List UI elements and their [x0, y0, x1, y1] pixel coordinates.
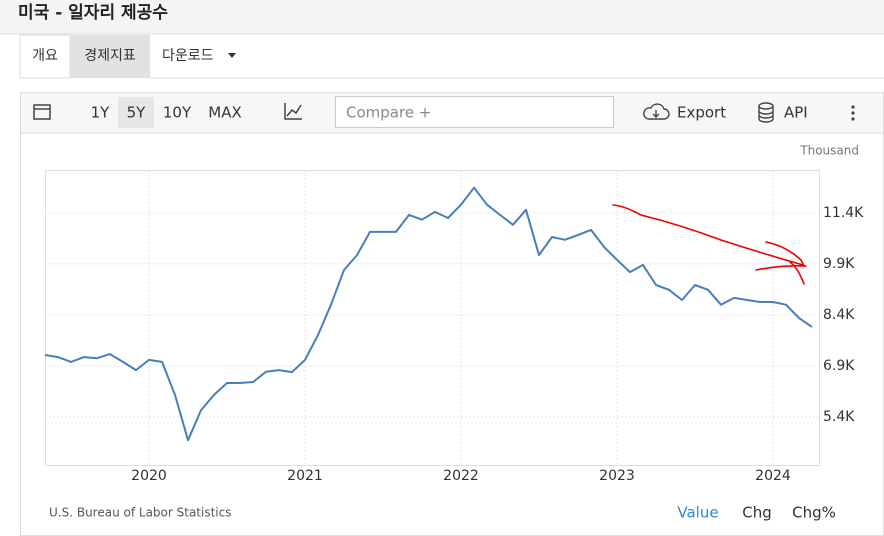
annotation — [612, 204, 807, 285]
view-button[interactable]: Chg — [742, 504, 772, 522]
compare-input[interactable] — [335, 96, 614, 128]
y-tick-label: 6.9K — [823, 358, 855, 374]
y-tick-label: 5.4K — [823, 409, 855, 425]
chart-type-icon[interactable] — [284, 103, 302, 120]
x-tick-label: 2021 — [287, 468, 323, 484]
y-tick-label: 9.9K — [823, 256, 855, 272]
title-bar — [0, 0, 884, 34]
tab-bg — [19, 34, 71, 79]
x-tick-label: 2022 — [443, 468, 479, 484]
calendar-icon[interactable] — [33, 104, 51, 120]
range-button[interactable]: MAX — [208, 104, 241, 122]
x-tick-label: 2024 — [755, 468, 791, 484]
view-button[interactable]: Chg% — [792, 504, 836, 522]
data-line — [44, 186, 813, 442]
compare-placeholder: Compare + — [346, 104, 431, 122]
tab[interactable]: 경제지표 — [84, 48, 136, 64]
x-tick-label: 2020 — [131, 468, 167, 484]
dropdown-caret — [228, 53, 236, 58]
plot: 5.4K 6.9K 8.4K 9.9K 11.4K 2020 2021 2022 2023 202… — [44, 170, 864, 484]
api-button[interactable]: API — [784, 104, 808, 122]
api-icon — [758, 102, 774, 123]
range-active — [118, 97, 154, 128]
x-tick-label: 2023 — [599, 468, 635, 484]
unit-label: Thousand — [799, 144, 859, 158]
view-button[interactable]: Value — [677, 504, 718, 522]
range-button[interactable]: 10Y — [163, 104, 192, 122]
range-button[interactable]: 5Y — [127, 104, 147, 122]
range-button[interactable]: 1Y — [91, 104, 111, 122]
chart-panel — [20, 92, 884, 536]
tab[interactable]: 다운로드 — [162, 48, 214, 64]
y-tick-label: 8.4K — [823, 307, 855, 323]
source: U.S. Bureau of Labor Statistics — [49, 506, 232, 520]
tab-bg — [70, 35, 150, 78]
y-tick-label: 11.4K — [823, 205, 864, 221]
page-title: 미국 - 일자리 제공수 — [18, 3, 168, 23]
export-button[interactable]: Export — [677, 104, 726, 122]
more-menu[interactable] — [851, 105, 855, 121]
export-icon — [643, 103, 670, 120]
plot-frame — [45, 170, 820, 466]
tab[interactable]: 개요 — [32, 48, 58, 64]
